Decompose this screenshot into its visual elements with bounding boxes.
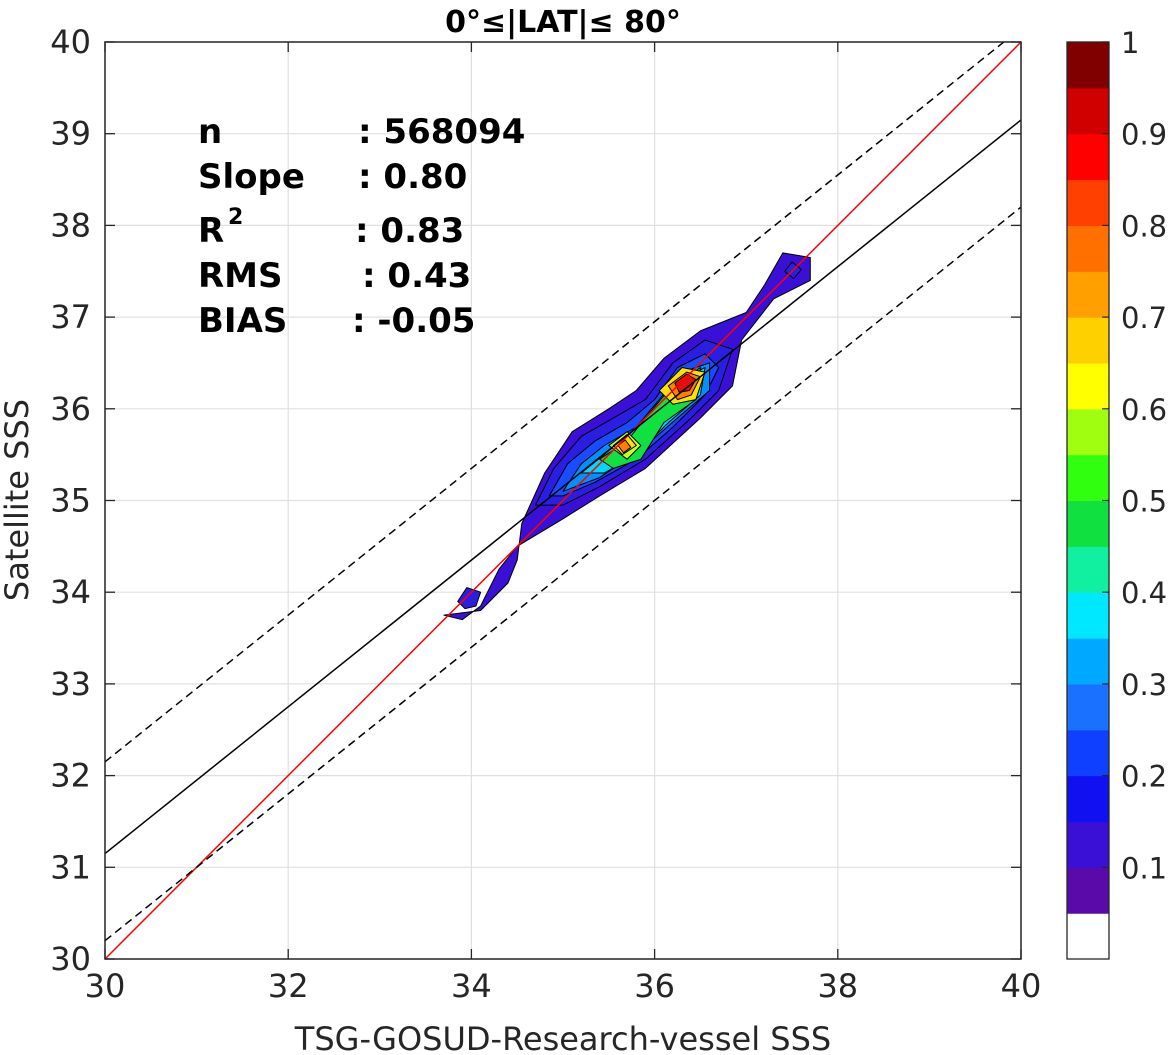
upper_bound-line (105, 42, 1006, 763)
colorbar-tick-label: 0.4 (1121, 576, 1167, 610)
colorbar-tick-label: 0.1 (1121, 851, 1167, 885)
colorbar-segment (1067, 225, 1109, 272)
y-tick-label: 33 (50, 665, 91, 703)
y-tick-label: 35 (50, 482, 91, 520)
colorbar-tick-label: 0.9 (1121, 118, 1167, 152)
contour-level-11 (674, 373, 697, 393)
contour-level-12 (457, 587, 482, 610)
y-tick-label: 38 (50, 206, 91, 244)
colorbar-segment (1067, 729, 1109, 777)
x-tick-label: 36 (634, 967, 675, 1005)
x-tick-label: 40 (1001, 967, 1042, 1005)
colorbar-segment (1067, 775, 1109, 823)
stats-box: n : 568094 Slope : 0.80 R 2 : 0.83 RMS : 0.43 BIA… (198, 112, 525, 341)
x-tick-label: 34 (451, 967, 492, 1005)
y-axis-label: Satellite SSS (0, 399, 36, 601)
lower_bound-line (105, 206, 1021, 942)
colorbar-tick-label: 0.3 (1121, 668, 1167, 702)
colorbar-tick-label: 0.5 (1121, 485, 1167, 519)
colorbar-segment (1067, 179, 1109, 226)
stat-superscript: 2 (228, 205, 243, 230)
y-tick-label: 37 (50, 298, 91, 336)
stat-label-3: RMS (198, 256, 283, 296)
y-tick-label: 40 (50, 23, 91, 61)
colorbar-segment (1067, 821, 1109, 868)
stat-label-2: R (198, 211, 224, 251)
x-axis-label: TSG-GOSUD-Research-vessel SSS (294, 1020, 831, 1055)
y-tick-label: 34 (50, 573, 91, 611)
y-tick-label: 36 (50, 390, 91, 428)
stat-value-0: : 568094 (358, 112, 525, 152)
colorbar-segment (1067, 913, 1109, 960)
x-tick-label: 32 (268, 967, 309, 1005)
colorbar-segment (1067, 867, 1109, 914)
axes: 30 32 34 36 38 40 30 31 32 33 34 35 36 37 38 39 40 (50, 23, 1041, 1005)
colorbar-tick-label: 0.6 (1121, 393, 1167, 427)
colorbar-segment (1067, 42, 1109, 89)
regression-line (105, 119, 1021, 855)
colorbar-segment (1067, 638, 1109, 685)
colorbar-segment (1067, 87, 1109, 135)
stat-value-4: : -0.05 (352, 301, 475, 341)
colorbar-segment (1067, 408, 1109, 456)
stat-label-1: Slope (198, 157, 305, 197)
colorbar-tick-label: 0.2 (1121, 760, 1167, 794)
colorbar-segment (1067, 500, 1109, 547)
identity-line (105, 42, 1021, 959)
colorbar-segment (1067, 362, 1109, 410)
colorbar-segment (1067, 592, 1109, 639)
colorbar-segment (1067, 271, 1109, 318)
colorbar-tick-label: 0.7 (1121, 301, 1167, 335)
stat-value-3: : 0.43 (362, 256, 471, 296)
stat-value-2: : 0.83 (355, 211, 464, 251)
colorbar: 0.1 0.2 0.3 0.4 0.5 0.6 0.7 0.8 0.9 1 (1066, 26, 1167, 960)
colorbar-segment (1067, 683, 1109, 731)
reference-lines (105, 42, 1021, 959)
colorbar-segment (1067, 546, 1109, 593)
colorbar-segment (1067, 454, 1109, 502)
colorbar-segment (1067, 133, 1109, 181)
y-tick-label: 31 (50, 848, 91, 886)
chart-title: 0°≤|LAT|≤ 80° (445, 5, 681, 40)
y-tick-label: 39 (50, 115, 91, 153)
y-tick-label: 30 (50, 940, 91, 978)
stat-label-0: n (198, 112, 222, 152)
colorbar-segment (1067, 317, 1109, 364)
y-tick-label: 32 (50, 757, 91, 795)
x-tick-label: 30 (85, 967, 126, 1005)
colorbar-tick-label: 0.8 (1121, 209, 1167, 243)
stat-label-4: BIAS (198, 301, 287, 341)
colorbar-tick-label: 1 (1121, 26, 1139, 60)
x-tick-label: 38 (817, 967, 858, 1005)
stat-value-1: : 0.80 (358, 157, 467, 197)
